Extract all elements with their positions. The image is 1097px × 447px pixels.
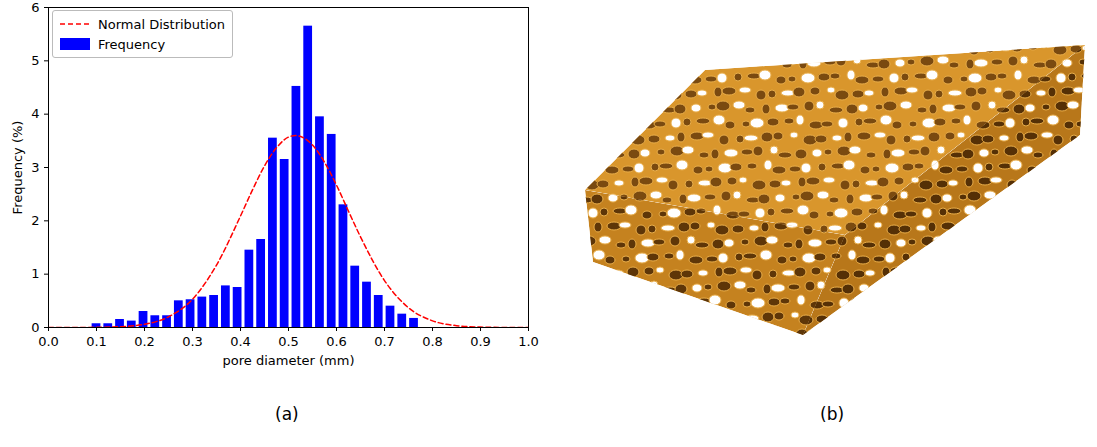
svg-text:Frequency (%): Frequency (%)	[10, 121, 25, 215]
svg-text:3: 3	[31, 160, 39, 175]
html-text:(a): (a)	[275, 404, 299, 424]
svg-text:1.0: 1.0	[518, 334, 539, 349]
svg-text:0.6: 0.6	[326, 334, 347, 349]
svg-text:0.8: 0.8	[422, 334, 443, 349]
svg-text:0.1: 0.1	[86, 334, 107, 349]
svg-text:0.7: 0.7	[374, 334, 395, 349]
svg-text:0.2: 0.2	[134, 334, 155, 349]
svg-text:pore diameter (mm): pore diameter (mm)	[223, 353, 355, 368]
svg-text:0.0: 0.0	[38, 334, 59, 349]
html-text:Frequency: Frequency	[98, 36, 166, 52]
html-text:Normal Distribution: Normal Distribution	[98, 16, 225, 32]
svg-text:4: 4	[31, 106, 39, 121]
svg-text:2: 2	[31, 213, 39, 228]
svg-text:6: 6	[31, 0, 39, 15]
svg-text:0: 0	[31, 320, 39, 335]
svg-text:0.9: 0.9	[470, 334, 491, 349]
svg-text:1: 1	[31, 266, 39, 281]
svg-text:0.4: 0.4	[230, 334, 251, 349]
svg-text:0.5: 0.5	[278, 334, 299, 349]
svg-text:5: 5	[31, 53, 39, 68]
svg-text:0.3: 0.3	[182, 334, 203, 349]
html-text:(b): (b)	[820, 404, 845, 424]
